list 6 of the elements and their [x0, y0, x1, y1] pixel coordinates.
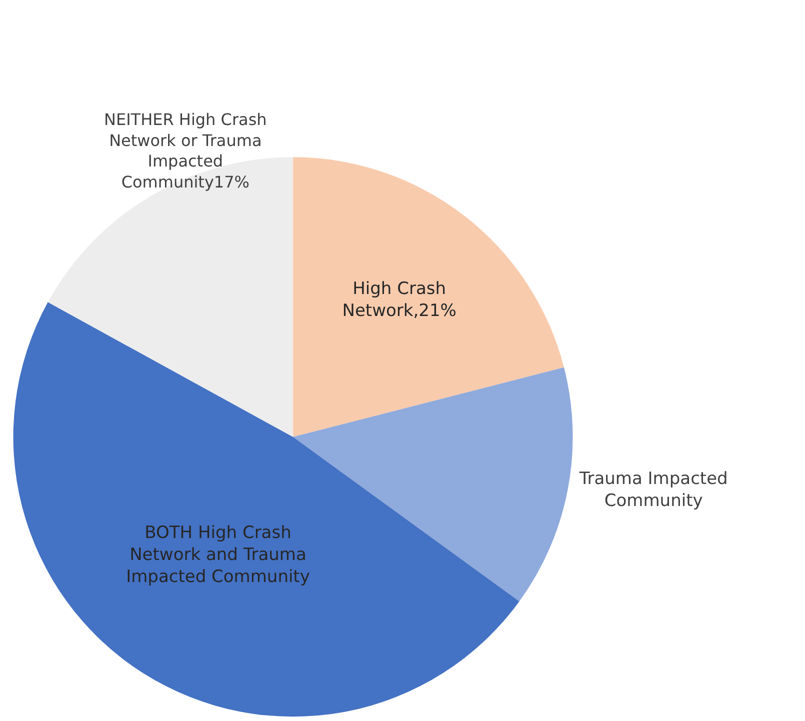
slice-label: High Crash Network,21%: [342, 278, 456, 321]
slice-label: Trauma Impacted Community: [578, 469, 728, 512]
pie-slice: [293, 157, 564, 437]
pie-slice: [13, 302, 520, 716]
slice-label: BOTH High Crash Network and Trauma Impacted Community: [126, 523, 310, 588]
slice-label: NEITHER High Crash Network or Trauma Impacted Community17%: [104, 110, 267, 192]
